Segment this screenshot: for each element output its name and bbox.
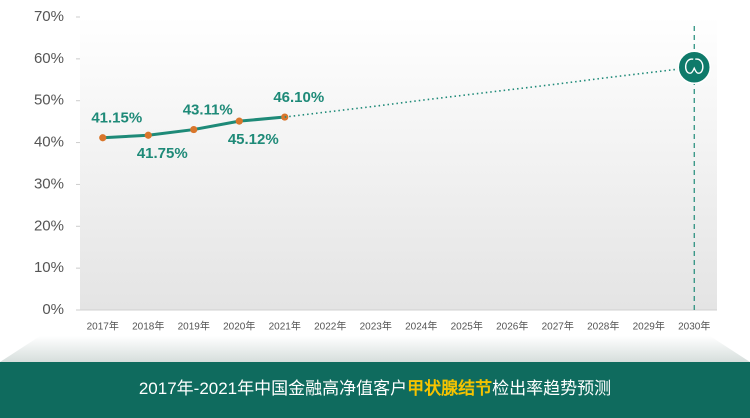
y-tick-label: 10% <box>34 259 64 276</box>
x-tick-label: 2020年 <box>223 320 255 333</box>
x-tick-label: 2026年 <box>496 320 528 333</box>
x-tick-label: 2023年 <box>360 320 392 333</box>
thyroid-icon <box>685 58 704 74</box>
x-tick-label: 2021年 <box>269 320 301 333</box>
y-tick-label: 30% <box>34 175 64 192</box>
y-tick-label: 70% <box>34 8 64 25</box>
x-tick-label: 2025年 <box>451 320 483 333</box>
banner-shade <box>0 336 750 362</box>
y-tick-label: 0% <box>42 301 64 318</box>
chart-title: 2017年-2021年中国金融高净值客户甲状腺结节检出率趋势预测 <box>139 378 611 398</box>
data-point <box>190 125 198 134</box>
x-tick-label: 2027年 <box>542 320 574 333</box>
y-tick-label: 60% <box>34 50 64 67</box>
plot-area <box>80 17 717 310</box>
data-label: 41.75% <box>137 145 188 162</box>
x-tick-label: 2019年 <box>178 320 210 333</box>
y-tick-label: 40% <box>34 134 64 151</box>
data-label: 41.15% <box>91 110 142 127</box>
y-tick-label: 20% <box>34 217 64 234</box>
x-tick-label: 2017年 <box>87 320 119 333</box>
banner <box>0 362 750 418</box>
x-tick-label: 2018年 <box>132 320 164 333</box>
title-part: 2017年-2021年中国金融高净值客户 <box>139 379 407 398</box>
data-label: 46.10% <box>273 89 324 106</box>
data-point <box>235 117 243 125</box>
title-part: 检出率趋势预测 <box>492 379 611 398</box>
series-line <box>284 66 695 118</box>
data-label: 43.11% <box>183 102 233 119</box>
x-tick-label: 2030年 <box>678 320 710 333</box>
title-highlight: 甲状腺结节 <box>407 378 492 398</box>
y-tick-label: 50% <box>34 92 64 109</box>
x-tick-label: 2022年 <box>314 320 346 333</box>
x-tick-label: 2028年 <box>587 320 619 333</box>
data-point <box>99 134 107 142</box>
x-tick-label: 2029年 <box>633 320 665 333</box>
data-point <box>144 131 152 139</box>
data-label: 45.12% <box>228 131 279 148</box>
x-tick-label: 2024年 <box>405 320 437 333</box>
